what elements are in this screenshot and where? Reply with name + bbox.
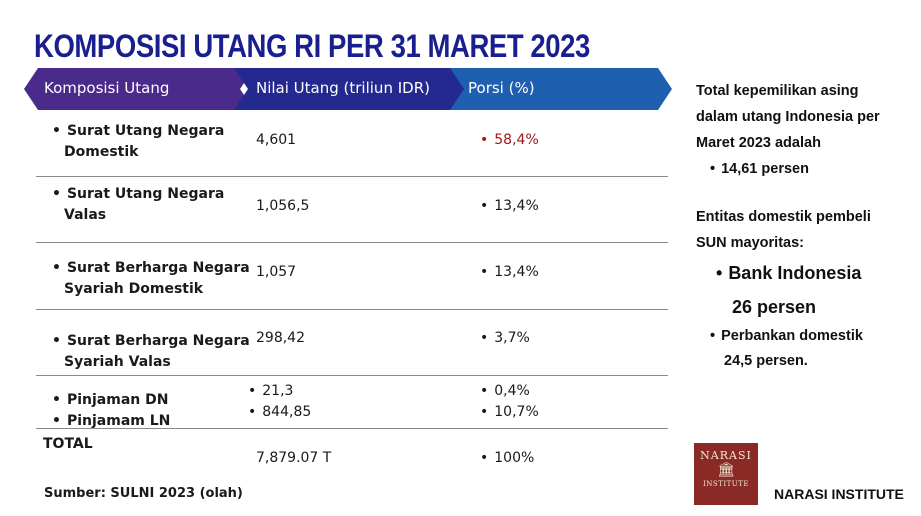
row-1-value: 4,601 xyxy=(256,132,297,148)
row-3-share: 13,4% xyxy=(480,262,538,283)
loan-ln-value: 844,85 xyxy=(248,402,311,423)
total-share: 100% xyxy=(480,448,534,469)
foreign-ownership-value: 14,61 persen xyxy=(710,156,809,182)
row-divider xyxy=(36,428,668,429)
source-note: Sumber: SULNI 2023 (olah) xyxy=(44,486,243,501)
header-share-label: Porsi (%) xyxy=(468,79,535,97)
row-4-name-line1: Surat Berharga Negara xyxy=(52,331,250,352)
row-1-name-line1: Surat Utang Negara xyxy=(52,121,224,142)
row-divider xyxy=(36,309,668,310)
loan-dn-value: 21,3 xyxy=(248,381,293,402)
logo-text-top: NARASI xyxy=(700,449,752,462)
row-3-value: 1,057 xyxy=(256,264,297,280)
row-divider xyxy=(36,375,668,376)
total-label: TOTAL xyxy=(43,436,93,452)
loan-dn-share: 0,4% xyxy=(480,381,530,402)
domestic-buyers-line2: SUN mayoritas: xyxy=(696,235,804,251)
header-composition-cell xyxy=(24,68,254,110)
loan-ln-share: 10,7% xyxy=(480,402,538,423)
foreign-ownership-line3: Maret 2023 adalah xyxy=(696,135,821,151)
row-1-name-line2: Domestik xyxy=(64,144,139,160)
header-composition-label: Komposisi Utang xyxy=(44,79,170,97)
foreign-ownership-line1: Total kepemilikan asing xyxy=(696,83,859,99)
domestic-buyers-line1: Entitas domestik pembeli xyxy=(696,209,871,225)
total-value: 7,879.07 T xyxy=(256,450,332,466)
row-divider xyxy=(36,176,668,177)
domestic-banks-name: Perbankan domestik xyxy=(710,323,863,349)
loan-dn-name: Pinjaman DN xyxy=(52,390,169,411)
building-icon: 🏛 xyxy=(717,462,735,478)
row-3-name-line1: Surat Berharga Negara xyxy=(52,258,250,279)
row-divider xyxy=(36,242,668,243)
domestic-banks-percent: 24,5 persen. xyxy=(724,353,808,369)
row-3-name-line2: Syariah Domestik xyxy=(64,281,204,297)
row-1-share: 58,4% xyxy=(480,130,538,151)
row-2-value: 1,056,5 xyxy=(256,198,310,214)
header-share-cell xyxy=(450,68,672,110)
narasi-logo: NARASI 🏛 INSTITUTE xyxy=(694,443,758,505)
row-4-value: 298,42 xyxy=(256,330,305,346)
row-4-share: 3,7% xyxy=(480,328,530,349)
logo-text-bottom: INSTITUTE xyxy=(703,480,749,488)
header-value-label: Nilai Utang (triliun IDR) xyxy=(256,79,430,97)
row-2-name-line1: Surat Utang Negara xyxy=(52,184,224,205)
loan-ln-name: Pinjamam LN xyxy=(52,411,170,432)
header-value-cell xyxy=(234,68,474,110)
row-2-name-line2: Valas xyxy=(64,207,107,223)
bank-indonesia-name: Bank Indonesia xyxy=(716,256,861,290)
row-2-share: 13,4% xyxy=(480,196,538,217)
brand-name: NARASI INSTITUTE xyxy=(774,486,904,502)
row-4-name-line2: Syariah Valas xyxy=(64,354,171,370)
foreign-ownership-line2: dalam utang Indonesia per xyxy=(696,109,880,125)
bank-indonesia-percent: 26 persen xyxy=(732,297,817,317)
page-title: KOMPOSISI UTANG RI PER 31 MARET 2023 xyxy=(34,28,590,64)
